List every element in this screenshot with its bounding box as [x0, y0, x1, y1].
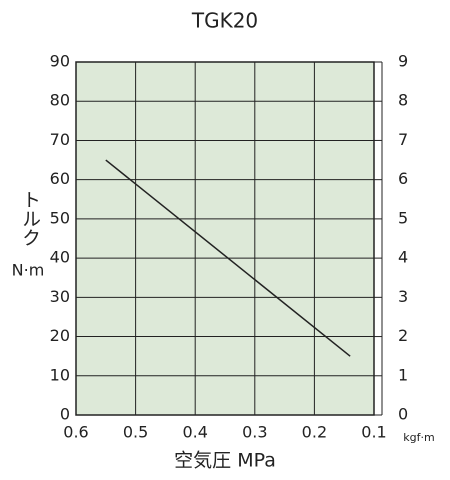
- y-tick-label: 90: [50, 52, 70, 71]
- y2-tick-label: 7: [398, 130, 408, 149]
- y2-tick-label: 4: [398, 248, 408, 267]
- plot-area: [76, 62, 374, 415]
- y2-axis-unit: kgf·m: [403, 431, 434, 444]
- x-tick-label: 0.5: [123, 423, 148, 442]
- x-tick-label: 0.4: [182, 423, 207, 442]
- x-tick-label: 0.6: [63, 423, 88, 442]
- y2-tick-label: 5: [398, 208, 408, 227]
- y-axis-label: トルク: [19, 190, 41, 247]
- y2-tick-label: 3: [398, 287, 408, 306]
- x-tick-label: 0.2: [302, 423, 327, 442]
- y-tick-label: 60: [50, 169, 70, 188]
- y-tick-label: 50: [50, 208, 70, 227]
- y2-tick-label: 9: [398, 52, 408, 71]
- y-tick-label: 40: [50, 248, 70, 267]
- y2-tick-label: 0: [398, 405, 408, 424]
- y-tick-label: 20: [50, 326, 70, 345]
- y2-tick-label: 2: [398, 326, 408, 345]
- y-tick-label: 70: [50, 130, 70, 149]
- y2-tick-label: 6: [398, 169, 408, 188]
- y-tick-label: 30: [50, 287, 70, 306]
- y-axis-unit: N·m: [12, 261, 45, 280]
- x-tick-label: 0.3: [242, 423, 267, 442]
- y2-tick-label: 8: [398, 91, 408, 110]
- y-tick-label: 10: [50, 365, 70, 384]
- line: [105, 159, 351, 357]
- plot-frame: [75, 61, 375, 416]
- x-axis-label: 空気圧 MPa: [174, 450, 276, 472]
- x-tick-label: 0.1: [361, 423, 386, 442]
- y-tick-label: 80: [50, 91, 70, 110]
- y-tick-label: 0: [60, 405, 70, 424]
- chart-title: TGK20: [191, 9, 258, 33]
- y2-tick-label: 1: [398, 365, 408, 384]
